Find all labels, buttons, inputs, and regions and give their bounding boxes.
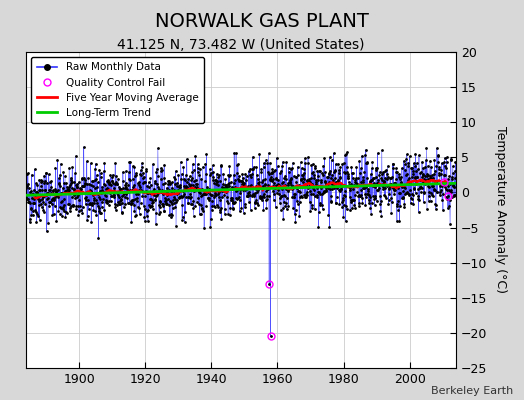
Title: 41.125 N, 73.482 W (United States): 41.125 N, 73.482 W (United States) [117,38,365,52]
Text: NORWALK GAS PLANT: NORWALK GAS PLANT [155,12,369,31]
Text: Berkeley Earth: Berkeley Earth [431,386,514,396]
Legend: Raw Monthly Data, Quality Control Fail, Five Year Moving Average, Long-Term Tren: Raw Monthly Data, Quality Control Fail, … [31,57,204,123]
Y-axis label: Temperature Anomaly (°C): Temperature Anomaly (°C) [494,126,507,294]
